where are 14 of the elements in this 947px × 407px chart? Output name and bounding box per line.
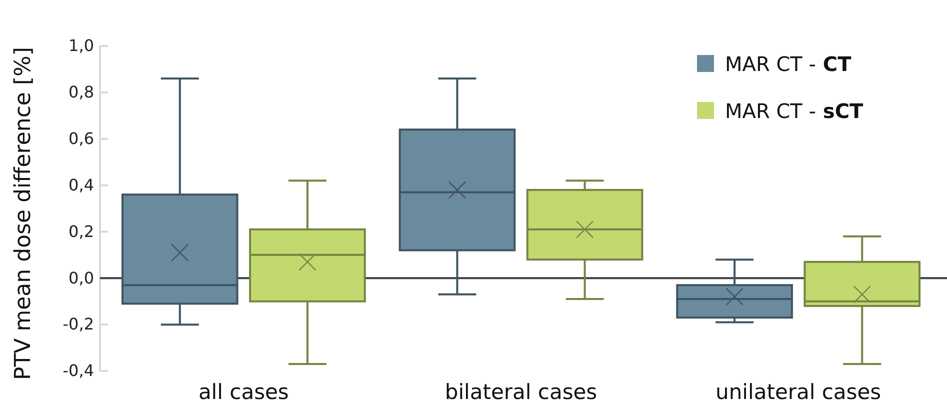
x-tick-label: bilateral cases: [444, 380, 598, 404]
legend-label: MAR CT - CT: [725, 52, 852, 76]
x-tick-label: unilateral cases: [716, 380, 882, 404]
y-tick-label: -0,2: [62, 314, 94, 334]
y-axis-title: PTV mean dose difference [%]: [11, 46, 36, 380]
y-tick-label: 0,4: [68, 175, 94, 194]
y-tick-label: -0,4: [62, 361, 94, 380]
y-tick-label: 1,0: [68, 36, 94, 56]
y-tick-label: 0,0: [68, 268, 94, 288]
y-tick-label: 0,6: [68, 128, 94, 148]
x-tick-label: all cases: [198, 380, 289, 404]
legend-label: MAR CT - sCT: [725, 99, 864, 123]
y-tick-label: 0,2: [68, 222, 94, 241]
y-tick-label: 0,8: [68, 82, 94, 102]
